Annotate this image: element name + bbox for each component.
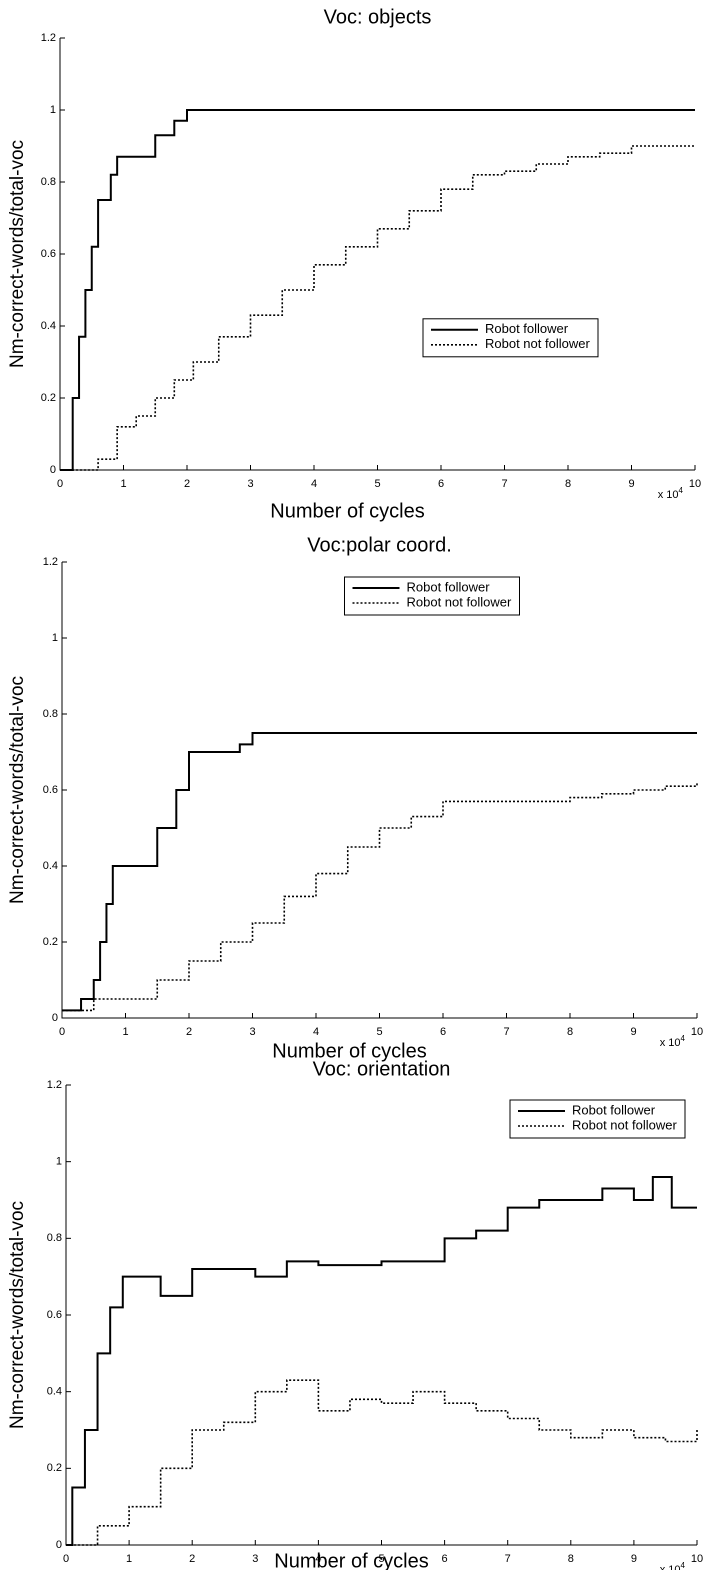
y-tick-label: 0.4 — [47, 1386, 62, 1398]
x-tick-label: 7 — [501, 478, 507, 490]
y-tick-label: 1 — [52, 632, 58, 644]
x-tick-label: 6 — [438, 478, 444, 490]
legend-label: Robot not follower — [407, 594, 512, 609]
x-tick-label: 10 — [689, 478, 701, 490]
x-multiplier: x 104 — [660, 1561, 686, 1570]
x-tick-label: 8 — [565, 478, 571, 490]
x-multiplier: x 104 — [658, 486, 684, 501]
y-tick-label: 1.2 — [47, 1079, 62, 1091]
x-tick-label: 9 — [630, 1026, 636, 1038]
legend-box — [344, 576, 520, 616]
series-line — [66, 1379, 698, 1546]
x-multiplier-base: x 10 — [660, 1564, 681, 1570]
x-tick-label: 10 — [691, 1026, 703, 1038]
y-tick-label: 0.8 — [41, 176, 56, 188]
x-tick-label: 3 — [247, 478, 253, 490]
x-tick-label: 1 — [126, 1553, 132, 1565]
y-axis-label: Nm-correct-words/total-voc — [7, 140, 28, 368]
x-tick-label: 8 — [567, 1026, 573, 1038]
x-tick-label: 7 — [503, 1026, 509, 1038]
legend-label: Robot not follower — [485, 336, 590, 351]
x-tick-label: 9 — [628, 478, 634, 490]
x-tick-label: 4 — [313, 1026, 319, 1038]
legend-label: Robot follower — [407, 579, 491, 594]
x-tick-label: 3 — [252, 1553, 258, 1565]
x-multiplier: x 104 — [660, 1034, 686, 1049]
y-tick-label: 0.4 — [43, 860, 58, 872]
series-line — [60, 109, 695, 471]
y-tick-label: 0 — [50, 464, 56, 476]
x-tick-label: 5 — [378, 1553, 384, 1565]
y-tick-label: 1.2 — [43, 556, 58, 568]
y-tick-label: 1 — [56, 1156, 62, 1168]
y-tick-label: 0.6 — [43, 784, 58, 796]
x-tick-label: 4 — [315, 1553, 321, 1565]
x-tick-label: 4 — [311, 478, 317, 490]
x-tick-label: 1 — [120, 478, 126, 490]
y-tick-label: 0 — [52, 1012, 58, 1024]
series-line — [60, 145, 695, 471]
axes — [61, 562, 697, 1019]
y-tick-label: 0.2 — [41, 392, 56, 404]
x-tick-label: 0 — [59, 1026, 65, 1038]
y-tick-label: 1.2 — [41, 32, 56, 44]
x-tick-label: 5 — [374, 478, 380, 490]
x-multiplier-base: x 10 — [658, 489, 679, 501]
x-tick-label: 3 — [249, 1026, 255, 1038]
y-tick-label: 0.6 — [47, 1309, 62, 1321]
axes — [65, 1085, 697, 1546]
y-tick-label: 0.4 — [41, 320, 56, 332]
chart-title: Voc: objects — [324, 6, 432, 28]
x-tick-label: 2 — [189, 1553, 195, 1565]
x-tick-label: 2 — [184, 478, 190, 490]
x-tick-label: 6 — [442, 1553, 448, 1565]
y-tick-label: 0 — [56, 1539, 62, 1551]
x-axis-label: Number of cycles — [272, 1040, 427, 1062]
x-tick-label: 0 — [63, 1553, 69, 1565]
y-tick-label: 0.6 — [41, 248, 56, 260]
x-multiplier-base: x 10 — [660, 1037, 681, 1049]
legend-label: Robot not follower — [572, 1117, 677, 1132]
y-tick-label: 0.2 — [47, 1462, 62, 1474]
legend-box — [422, 318, 599, 358]
x-tick-label: 2 — [186, 1026, 192, 1038]
y-tick-label: 1 — [50, 104, 56, 116]
y-tick-label: 0.8 — [43, 708, 58, 720]
x-tick-label: 6 — [440, 1026, 446, 1038]
x-tick-label: 1 — [122, 1026, 128, 1038]
y-tick-label: 0.2 — [43, 936, 58, 948]
legend-box — [509, 1099, 686, 1139]
x-tick-label: 10 — [691, 1553, 703, 1565]
y-tick-label: 0.8 — [47, 1232, 62, 1244]
x-tick-label: 7 — [505, 1553, 511, 1565]
legend-label: Robot follower — [485, 321, 569, 336]
x-axis-label: Number of cycles — [274, 1550, 429, 1570]
chart-title: Voc:polar coord. — [307, 534, 452, 556]
legend-label: Robot follower — [572, 1102, 656, 1117]
x-tick-label: 8 — [568, 1553, 574, 1565]
x-tick-label: 9 — [631, 1553, 637, 1565]
series-line — [62, 782, 698, 1012]
x-tick-label: 0 — [57, 478, 63, 490]
x-multiplier-exponent: 4 — [681, 1034, 686, 1043]
y-axis-label: Nm-correct-words/total-voc — [7, 1201, 28, 1429]
x-axis-label: Number of cycles — [270, 500, 425, 522]
series-line — [66, 1176, 697, 1546]
chart-title: Voc: orientation — [313, 1058, 451, 1080]
x-multiplier-exponent: 4 — [681, 1561, 686, 1570]
x-multiplier-exponent: 4 — [679, 486, 684, 495]
x-tick-label: 5 — [376, 1026, 382, 1038]
series-line — [62, 732, 697, 1012]
y-axis-label: Nm-correct-words/total-voc — [7, 676, 28, 904]
